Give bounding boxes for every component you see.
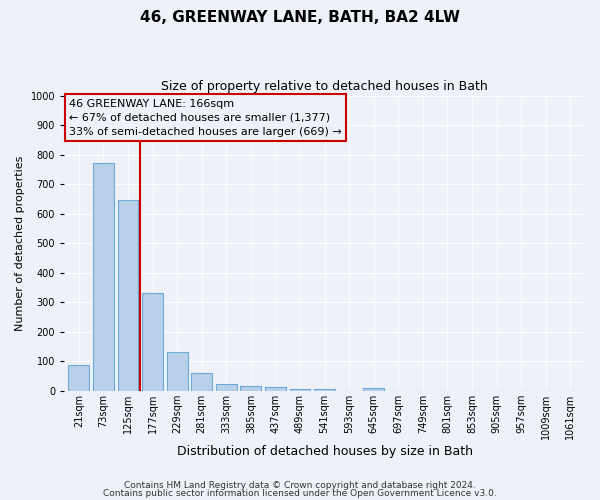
- Text: Contains HM Land Registry data © Crown copyright and database right 2024.: Contains HM Land Registry data © Crown c…: [124, 481, 476, 490]
- Text: Contains public sector information licensed under the Open Government Licence v3: Contains public sector information licen…: [103, 488, 497, 498]
- Bar: [68, 365, 89, 391]
- Bar: [191, 372, 212, 391]
- Bar: [241, 386, 261, 391]
- Bar: [93, 164, 114, 391]
- Bar: [167, 352, 188, 391]
- Bar: [265, 387, 286, 391]
- Title: Size of property relative to detached houses in Bath: Size of property relative to detached ho…: [161, 80, 488, 93]
- Bar: [142, 292, 163, 391]
- Bar: [314, 390, 335, 391]
- X-axis label: Distribution of detached houses by size in Bath: Distribution of detached houses by size …: [176, 444, 473, 458]
- Text: 46, GREENWAY LANE, BATH, BA2 4LW: 46, GREENWAY LANE, BATH, BA2 4LW: [140, 10, 460, 25]
- Y-axis label: Number of detached properties: Number of detached properties: [15, 156, 25, 331]
- Bar: [216, 384, 236, 391]
- Bar: [118, 200, 139, 391]
- Bar: [363, 388, 384, 391]
- Bar: [290, 389, 310, 391]
- Text: 46 GREENWAY LANE: 166sqm
← 67% of detached houses are smaller (1,377)
33% of sem: 46 GREENWAY LANE: 166sqm ← 67% of detach…: [69, 98, 342, 136]
